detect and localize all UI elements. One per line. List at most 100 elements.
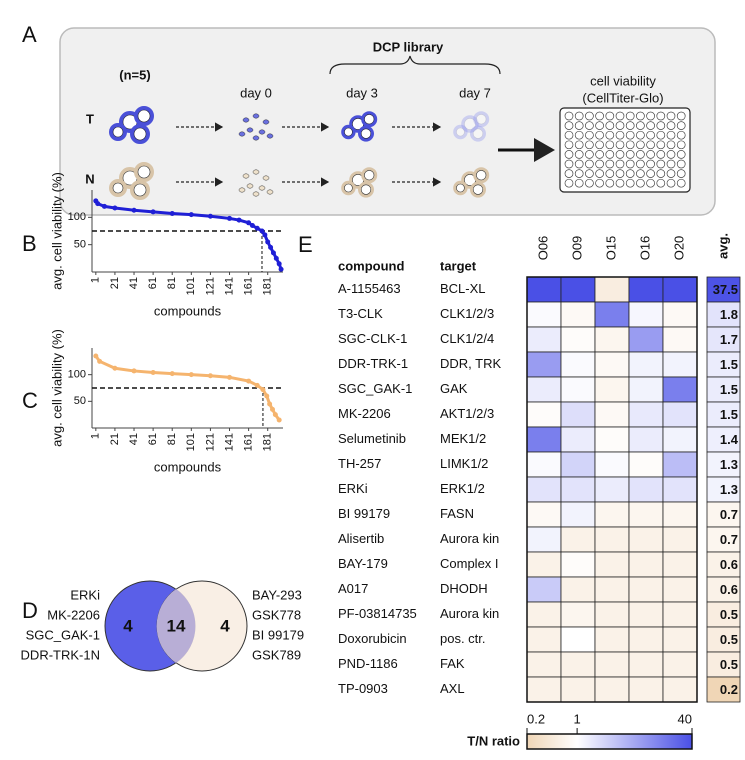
heat-cell [560,326,596,353]
well [625,111,635,121]
point [207,373,213,379]
well [574,130,584,140]
compound: A-1155463 [338,281,401,296]
heat-cell [560,526,596,553]
point [262,232,268,238]
curve [94,200,283,270]
heat-cell [594,376,630,403]
heat-cell [662,501,698,528]
organoid-core [344,127,353,137]
well [666,169,676,178]
well [636,169,645,178]
heat-cell [628,276,664,303]
organoid [130,180,150,200]
organoid [130,124,150,144]
y-axis-label: avg. cell viability (%) [49,329,64,447]
point [150,209,156,215]
heat-cell [594,626,630,653]
organoid [341,124,356,140]
x-tick-label: 1 [90,433,102,439]
well [625,159,635,169]
heat-cell [628,326,664,353]
organoids [109,106,490,200]
heat-cell [662,426,698,453]
sample-label: O20 [671,236,686,261]
readout: (CellTiter-Glo) [582,90,663,105]
compound-name: BAY-293 [252,587,302,602]
avg-value: 0.5 [720,607,738,622]
well [656,150,666,159]
x-tick-label: 181 [262,433,274,451]
well [676,111,686,121]
point [254,225,260,231]
point [207,213,213,219]
point [272,412,278,418]
well [574,169,584,178]
organoid [453,180,468,196]
point [254,382,260,388]
panel-letter: C [22,388,38,413]
x-tick-label: 141 [223,277,235,295]
heat-cell [560,626,596,653]
well [625,130,635,140]
x-tick-label: 41 [128,433,140,445]
compound: PF-03814735 [338,606,417,621]
compound-name: DDR-TRK-1N [21,647,100,662]
organoid-core [137,109,151,123]
heat-cell [560,451,596,478]
point [267,401,273,407]
avg-value: 1.3 [720,457,738,472]
sample-label: O09 [569,236,584,261]
well [636,150,645,159]
well [615,121,625,130]
organoid [361,167,378,184]
heat-cell [526,351,562,378]
well [666,111,676,121]
well [636,159,645,169]
point [188,372,194,378]
well [574,140,584,150]
well [656,159,666,169]
heat-cell [594,276,630,303]
avg-value: 37.5 [713,282,738,297]
heat-cell [560,651,596,678]
point [249,223,255,229]
well [676,159,686,169]
well [656,178,666,188]
x-tick-label: 81 [166,277,178,289]
x-tick-label: 181 [262,277,274,295]
well [676,130,686,140]
avg-value: 0.6 [720,557,738,572]
avg-cell [706,476,741,503]
well [625,150,635,159]
well [636,178,645,188]
well [564,130,574,140]
heat-cell [526,576,562,603]
organoid-core [364,114,375,125]
x-tick-label: 121 [204,433,216,451]
point [97,358,103,364]
organoid-core [133,127,147,141]
heat-cell [628,376,664,403]
venn-count: 14 [167,616,186,635]
target: pos. ctr. [440,631,486,646]
well [585,150,594,159]
well [605,150,615,159]
heat-cell [628,351,664,378]
heat-cell [560,426,596,453]
point [246,220,252,226]
compound: Selumetinib [338,431,406,446]
well [646,111,655,121]
point [112,205,118,211]
heat-cell [560,601,596,628]
organoid-core [112,182,124,194]
heat-cell [662,301,698,328]
compound-name: BI 99179 [252,627,304,642]
well [625,178,635,188]
point [227,215,233,221]
target: DDR, TRK [440,356,501,371]
heat-cell [560,676,596,703]
heat-cell [560,501,596,528]
well [595,140,604,150]
